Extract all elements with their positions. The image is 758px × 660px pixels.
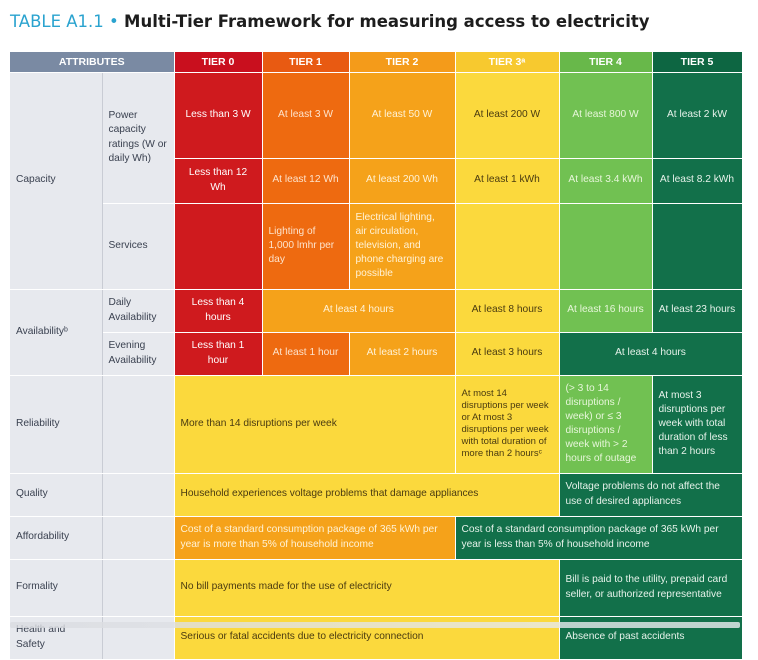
header-tier-2: TIER 2 — [349, 52, 456, 73]
cell-daily-tier1-2: At least 4 hours — [262, 289, 456, 333]
cell-power-w-tier0: Less than 3 W — [174, 72, 263, 159]
cell-formality-tier4-5: Bill is paid to the utility, prepaid car… — [559, 559, 743, 617]
cell-reliability-tier5: At most 3 disruptions per week with tota… — [652, 375, 743, 474]
cell-power-w-tier3: At least 200 W — [455, 72, 560, 159]
attribute-formality: Formality — [10, 559, 103, 617]
multi-tier-framework-table: ATTRIBUTES TIER 0 TIER 1 TIER 2 TIER 3ᵃ … — [10, 52, 743, 660]
attribute-affordability: Affordability — [10, 516, 103, 560]
cell-evening-tier1: At least 1 hour — [262, 332, 350, 376]
reliability-row: Reliability More than 14 disruptions per… — [10, 375, 743, 474]
cell-reliability-tier1-2: More than 14 disruptions per week — [174, 375, 456, 474]
sub-formality-blank — [102, 559, 175, 617]
cell-power-wh-tier0: Less than 12 Wh — [174, 158, 263, 204]
cell-quality-tier1-3: Household experiences voltage problems t… — [174, 473, 560, 517]
quality-row: Quality Household experiences voltage pr… — [10, 473, 743, 517]
cell-services-tier5 — [652, 203, 743, 290]
cell-power-w-tier2: At least 50 W — [349, 72, 456, 159]
cell-power-w-tier4: At least 800 W — [559, 72, 653, 159]
cell-daily-tier0: Less than 4 hours — [174, 289, 263, 333]
attribute-availability: Availabilityᵇ — [10, 289, 103, 376]
sub-reliability-blank — [102, 375, 175, 474]
cell-daily-tier4: At least 16 hours — [559, 289, 653, 333]
cell-power-w-tier5: At least 2 kW — [652, 72, 743, 159]
cell-services-tier4 — [559, 203, 653, 290]
table-title: TABLE A1.1 • Multi-Tier Framework for me… — [10, 12, 650, 31]
availability-evening-row: Evening Availability Less than 1 hour At… — [10, 332, 743, 376]
cell-formality-tier1-3: No bill payments made for the use of ele… — [174, 559, 560, 617]
attribute-capacity: Capacity — [10, 72, 103, 290]
capacity-power-wh-row: Less than 12 Wh At least 12 Wh At least … — [10, 158, 743, 204]
sub-services: Services — [102, 203, 175, 290]
cell-affordability-tier1-2: Cost of a standard consumption package o… — [174, 516, 456, 560]
cell-daily-tier3: At least 8 hours — [455, 289, 560, 333]
sub-quality-blank — [102, 473, 175, 517]
sub-daily-availability: Daily Availability — [102, 289, 175, 333]
title-separator: • — [109, 12, 119, 31]
cell-power-wh-tier5: At least 8.2 kWh — [652, 158, 743, 204]
sub-evening-availability: Evening Availability — [102, 332, 175, 376]
cell-power-wh-tier1: At least 12 Wh — [262, 158, 350, 204]
table-title-text: Multi-Tier Framework for measuring acces… — [124, 12, 650, 31]
header-tier-3: TIER 3ᵃ — [455, 52, 560, 73]
attribute-reliability: Reliability — [10, 375, 103, 474]
cell-power-wh-tier4: At least 3.4 kWh — [559, 158, 653, 204]
cell-services-tier1: Lighting of 1,000 lmhr per day — [262, 203, 350, 290]
affordability-row: Affordability Cost of a standard consump… — [10, 516, 743, 560]
cell-power-wh-tier3: At least 1 kWh — [455, 158, 560, 204]
table-number: TABLE A1.1 — [10, 12, 104, 31]
availability-daily-row: Availabilityᵇ Daily Availability Less th… — [10, 289, 743, 376]
formality-row: Formality No bill payments made for the … — [10, 559, 743, 617]
header-tier-1: TIER 1 — [262, 52, 350, 73]
sub-power-capacity: Power capacity ratings (W or daily Wh) — [102, 72, 175, 204]
cell-reliability-tier4: (> 3 to 14 disruptions / week) or ≤ 3 di… — [559, 375, 653, 474]
cell-power-w-tier1: At least 3 W — [262, 72, 350, 159]
cell-services-tier0 — [174, 203, 263, 290]
header-tier-5: TIER 5 — [652, 52, 743, 73]
cell-reliability-tier3: At most 14 disruptions per week or At mo… — [455, 375, 560, 474]
cell-daily-tier5: At least 23 hours — [652, 289, 743, 333]
cell-evening-tier0: Less than 1 hour — [174, 332, 263, 376]
footnote-strip — [10, 622, 740, 628]
attribute-quality: Quality — [10, 473, 103, 517]
cell-evening-tier2: At least 2 hours — [349, 332, 456, 376]
header-tier-0: TIER 0 — [174, 52, 263, 73]
capacity-power-row: Capacity Power capacity ratings (W or da… — [10, 72, 743, 290]
header-attributes: ATTRIBUTES — [10, 52, 175, 73]
cell-power-wh-tier2: At least 200 Wh — [349, 158, 456, 204]
cell-evening-tier4-5: At least 4 hours — [559, 332, 743, 376]
cell-services-tier3 — [455, 203, 560, 290]
cell-evening-tier3: At least 3 hours — [455, 332, 560, 376]
capacity-services-row: Services Lighting of 1,000 lmhr per day … — [10, 203, 743, 290]
cell-affordability-tier3-5: Cost of a standard consumption package o… — [455, 516, 743, 560]
cell-quality-tier4-5: Voltage problems do not affect the use o… — [559, 473, 743, 517]
cell-services-tier2: Electrical lighting, air circulation, te… — [349, 203, 456, 290]
sub-affordability-blank — [102, 516, 175, 560]
header-row: ATTRIBUTES TIER 0 TIER 1 TIER 2 TIER 3ᵃ … — [10, 52, 743, 73]
header-tier-4: TIER 4 — [559, 52, 653, 73]
